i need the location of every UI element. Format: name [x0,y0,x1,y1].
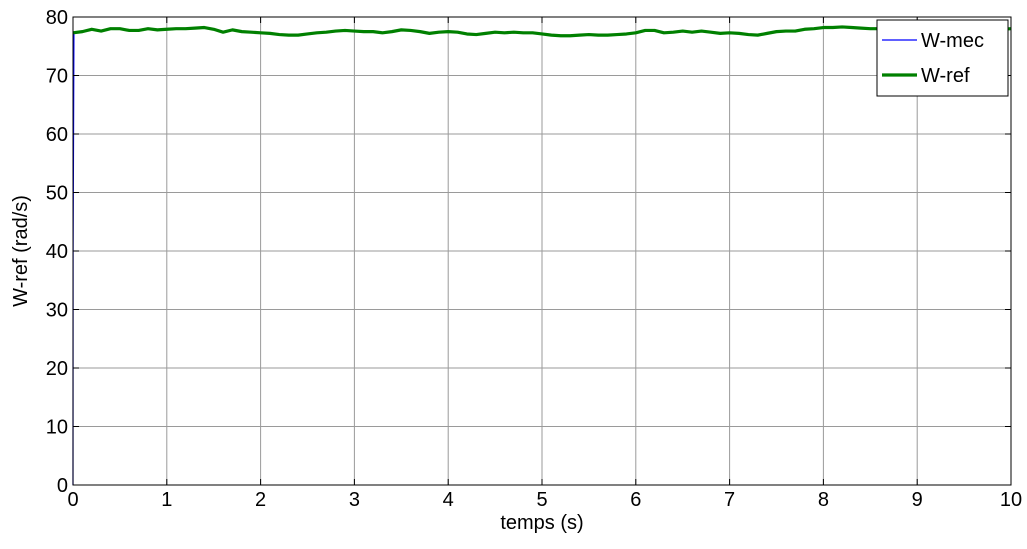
legend: W-mec W-ref [876,19,1009,97]
x-tick-label: 5 [536,489,547,511]
y-tick-label: 80 [46,7,68,29]
x-axis-label: temps (s) [500,512,583,534]
legend-label-w-ref: W-ref [921,65,970,87]
x-tick-label: 6 [630,489,641,511]
y-tick-label: 10 [46,417,68,439]
series-lines [72,25,1012,486]
legend-box [876,19,1009,97]
y-axis-label: W-ref (rad/s) [10,195,32,307]
y-tick-label: 50 [46,183,68,205]
x-tick-label: 2 [255,489,266,511]
x-tick-label: 8 [818,489,829,511]
y-tick-label: 0 [57,475,68,497]
y-tick-label: 40 [46,241,68,263]
x-tick-label: 7 [724,489,735,511]
x-tick-label: 3 [349,489,360,511]
x-tick-label: 10 [1000,489,1022,511]
axis-ticks: 0 1 2 3 4 5 6 7 8 9 10 0 10 20 30 40 50 60 70 80 [46,7,1022,511]
legend-label-w-mec: W-mec [921,30,984,52]
plot-area: 0 1 2 3 4 5 6 7 8 9 10 0 10 20 30 40 50 60 70 80 [46,7,1022,511]
x-tick-label: 9 [912,489,923,511]
y-tick-label: 70 [46,66,68,88]
y-tick-label: 60 [46,124,68,146]
x-tick-label: 4 [443,489,454,511]
series-line-w-ref [72,25,1012,38]
x-tick-label: 1 [161,489,172,511]
grid-lines [73,17,1011,485]
y-tick-label: 20 [46,358,68,380]
y-tick-label: 30 [46,300,68,322]
x-tick-label: 0 [67,489,78,511]
